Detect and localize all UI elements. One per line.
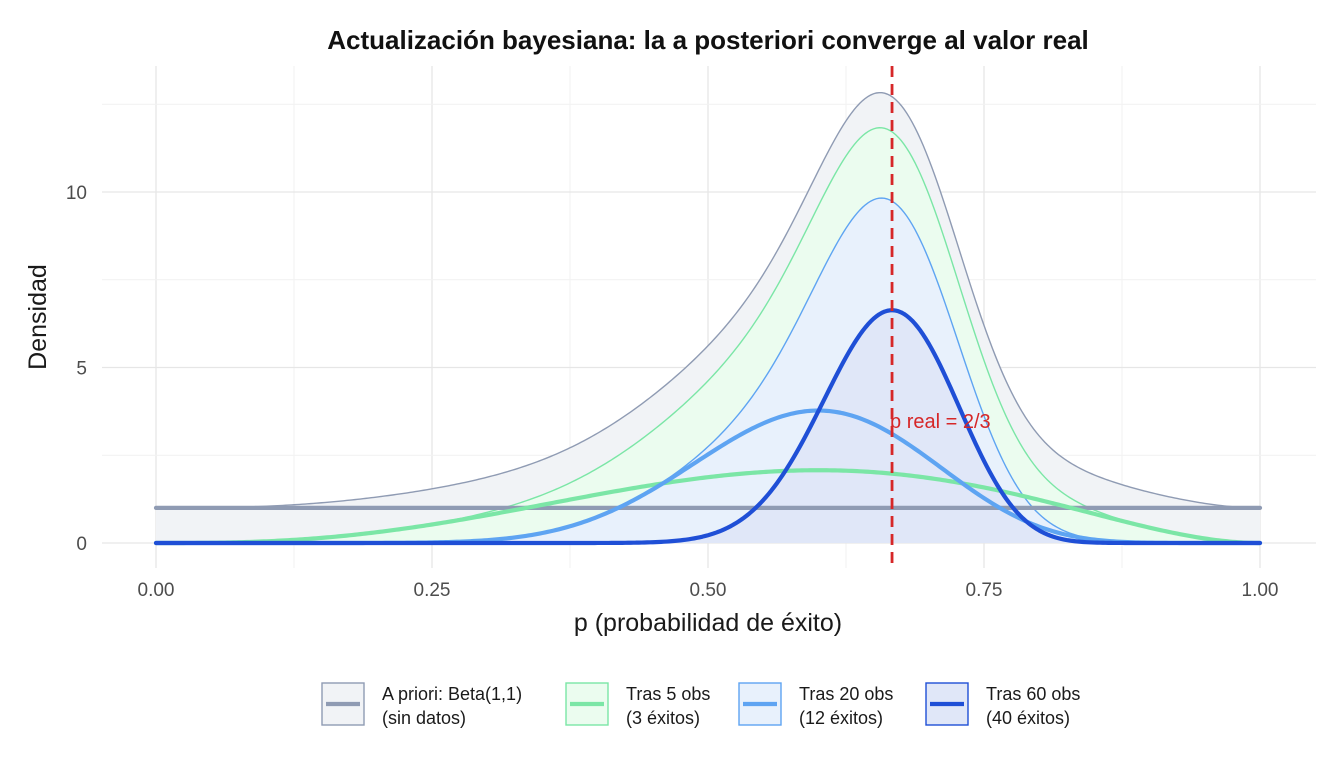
legend-label-line1: Tras 60 obs (986, 684, 1080, 704)
density-curve-4 (153, 308, 1263, 546)
x-axis-ticks: 0.00 0.25 0.50 0.75 1.00 (138, 580, 1279, 601)
x-tick-label: 0.50 (690, 580, 727, 601)
x-tick-label: 0.75 (966, 580, 1003, 601)
legend-item-2: Tras 5 obs (3 éxitos) (565, 682, 710, 728)
reference-line-label: p real = 2/3 (890, 411, 991, 433)
y-tick-label: 0 (76, 534, 87, 555)
y-axis-title: Densidad (24, 264, 52, 370)
legend-label-line2: (40 éxitos) (986, 708, 1070, 728)
legend-item-4: Tras 60 obs (40 éxitos) (925, 682, 1080, 728)
reference-line-group: p real = 2/3 (890, 66, 991, 568)
legend-item-3: Tras 20 obs (12 éxitos) (738, 682, 893, 728)
area-fill-1 (156, 92, 1260, 544)
x-tick-label: 0.25 (414, 580, 451, 601)
y-tick-label: 10 (66, 183, 87, 204)
legend-item-1: A priori: Beta(1,1) (sin datos) (321, 682, 522, 728)
density-curves (153, 308, 1263, 546)
area-outline-1 (156, 91, 1261, 509)
chart-title: Actualización bayesiana: la a posteriori… (327, 25, 1089, 55)
density-curve-2 (153, 468, 1263, 546)
legend: A priori: Beta(1,1) (sin datos) Tras 5 obs… (321, 682, 1080, 728)
area-fill-4 (156, 310, 1260, 543)
y-axis-ticks: 0 5 10 (66, 183, 87, 555)
legend-label-line2: (3 éxitos) (626, 708, 700, 728)
legend-label-line1: Tras 20 obs (799, 684, 893, 704)
x-axis-title: p (probabilidad de éxito) (574, 609, 842, 637)
x-tick-label: 1.00 (1242, 580, 1279, 601)
x-tick-label: 0.00 (138, 580, 175, 601)
legend-label-line1: A priori: Beta(1,1) (382, 684, 522, 704)
y-tick-label: 5 (76, 359, 87, 380)
legend-label-line2: (12 éxitos) (799, 708, 883, 728)
legend-label-line1: Tras 5 obs (626, 684, 710, 704)
legend-label-line2: (sin datos) (382, 708, 466, 728)
